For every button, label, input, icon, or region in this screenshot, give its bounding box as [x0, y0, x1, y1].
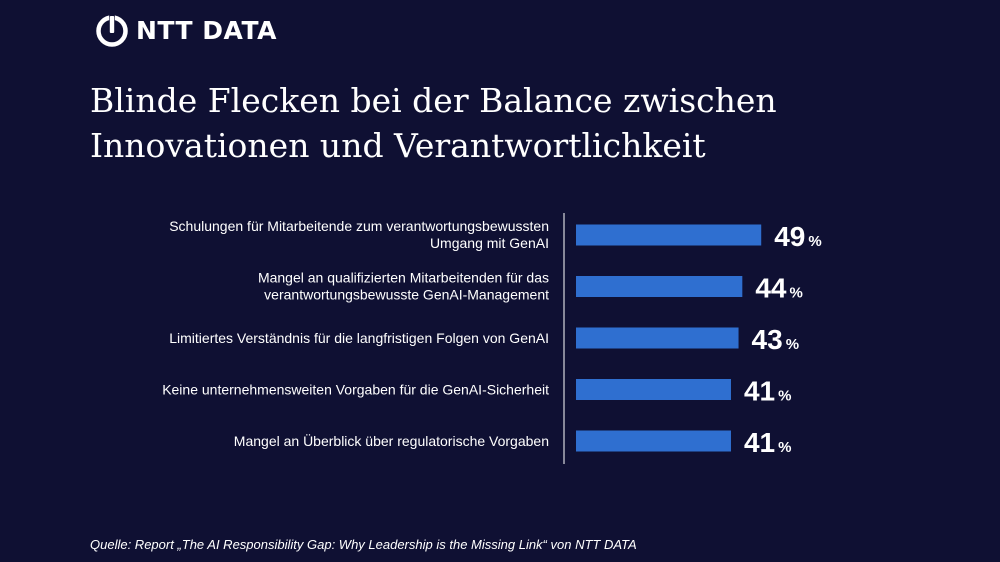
- value-label: 43%: [752, 324, 800, 355]
- value-label: 44%: [755, 273, 803, 304]
- bar: [576, 379, 731, 400]
- bar: [576, 276, 743, 297]
- bar: [576, 224, 762, 246]
- chart-title-line-1: Blinde Flecken bei der Balance zwischen: [90, 81, 777, 120]
- category-label: Mangel an qualifizierten Mitarbeitenden …: [258, 270, 549, 303]
- bar: [576, 430, 731, 452]
- category-label: Mangel an Überblick über regulatorische …: [234, 432, 549, 449]
- power-ring-icon: [96, 15, 128, 47]
- logo-wordmark: NTT DATA: [136, 15, 277, 45]
- value-label: 41%: [744, 376, 792, 407]
- category-label: Keine unternehmensweiten Vorgaben für di…: [162, 382, 549, 398]
- value-label: 49%: [774, 221, 822, 252]
- source-note: Quelle: Report „The AI Responsibility Ga…: [90, 537, 637, 552]
- chart-title: Blinde Flecken bei der Balance zwischen …: [90, 78, 950, 168]
- value-label: 41%: [744, 427, 792, 458]
- chart-title-line-2: Innovationen und Verantwortlichkeit: [90, 126, 706, 165]
- bar: [576, 327, 739, 349]
- ntt-data-logo: NTT DATA: [94, 12, 277, 48]
- category-label: Schulungen für Mitarbeitende zum verantw…: [169, 218, 549, 251]
- category-label: Limitiertes Verständnis für die langfris…: [169, 330, 549, 346]
